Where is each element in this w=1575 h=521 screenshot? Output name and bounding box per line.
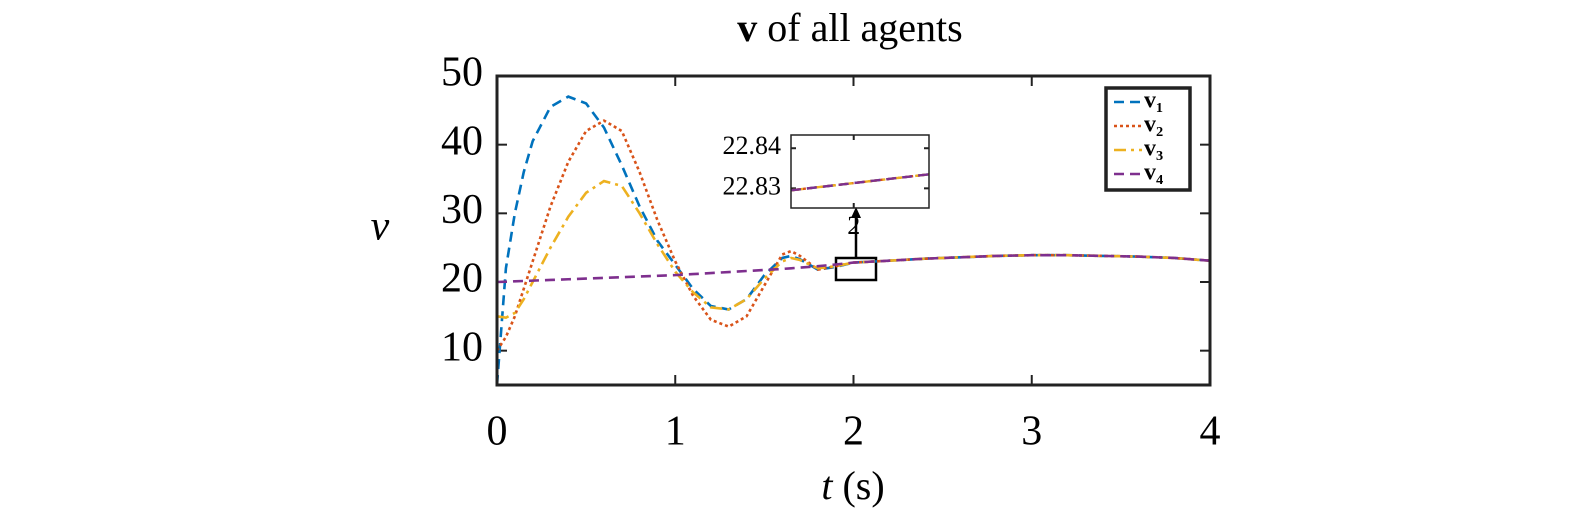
y-tick-label: 30 [441,187,483,233]
y-tick-label: 40 [441,118,483,164]
x-tick-label: 1 [665,409,686,455]
legend-label: v₄ [1144,160,1163,186]
y-tick-label: 22.84 [723,131,782,160]
series-line [791,173,929,192]
x-tick-label: 4 [1200,409,1221,455]
x-label-symbol: t [821,463,833,508]
x-tick-label: 0 [487,409,508,455]
series-line [497,179,1210,320]
title-symbol: v [737,5,757,50]
x-label-unit: (s) [842,463,884,508]
chart-title: v of all agents [737,5,963,50]
plot-frame [790,134,930,209]
series-line [497,253,1210,284]
series-line [497,95,1210,385]
x-tick-label: 2 [847,211,860,240]
legend-label: v₁ [1144,88,1163,114]
series-line [497,119,1210,352]
y-tick-label: 10 [441,324,483,370]
y-tick-label: 22.83 [723,171,782,200]
plot-frame [495,74,1212,387]
legend-label: v₃ [1144,136,1163,162]
legend-label: v₂ [1144,112,1163,138]
x-tick-label: 2 [843,409,864,455]
x-tick-label: 3 [1021,409,1042,455]
zoom-arrow-head [851,207,861,218]
x-axis-label: t (s) [821,463,884,508]
y-tick-label: 20 [441,256,483,302]
y-tick-label: 50 [441,50,483,96]
y-axis-label: v [371,204,390,250]
title-text: of all agents [767,5,963,50]
